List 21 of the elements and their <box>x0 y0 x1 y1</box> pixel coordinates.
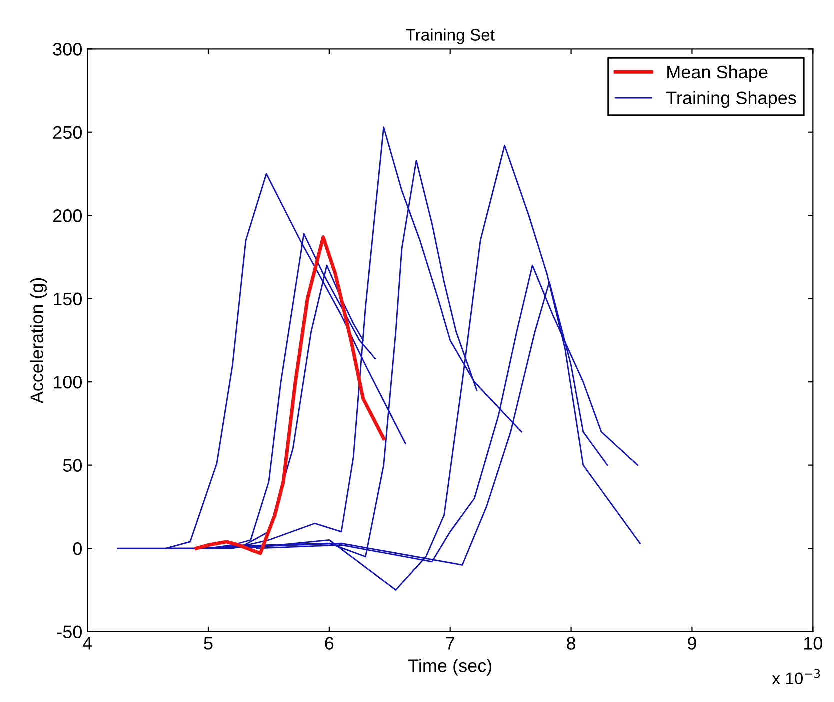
y-tick-label: 150 <box>54 292 82 306</box>
y-tick-label: 100 <box>54 376 82 389</box>
y-tick-label: -50 <box>57 626 82 639</box>
x-tick-label: 7 <box>446 637 454 650</box>
y-axis-title: Acceleration (g) <box>30 278 48 404</box>
x-tick-label: 8 <box>567 637 576 650</box>
legend-label: Training Shapes <box>666 91 796 108</box>
y-tick-label: 250 <box>53 126 82 140</box>
x-axis-title: Time (sec) <box>408 659 492 676</box>
x-tick-label: 10 <box>804 637 822 650</box>
x-tick-label: 6 <box>325 637 334 650</box>
x-tick-label: 4 <box>82 637 92 650</box>
x-tick-label: 9 <box>688 637 696 650</box>
legend-label: Mean Shape <box>668 65 768 82</box>
y-tick-label: 200 <box>53 210 82 222</box>
y-tick-label: 300 <box>53 43 82 56</box>
text: x 10$^{−3}$ <box>772 669 820 685</box>
y-tick-label: 50 <box>63 459 82 472</box>
y-tick-label: 0 <box>73 542 82 556</box>
x-tick-label: 5 <box>204 637 213 650</box>
chart-title: Training Set <box>406 28 495 44</box>
